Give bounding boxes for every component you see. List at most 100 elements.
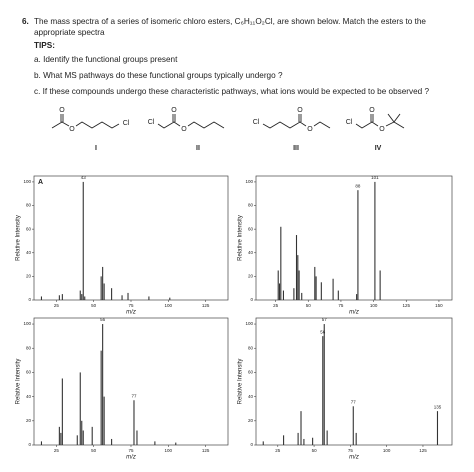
atom: O [181, 126, 187, 133]
plot-frame [255, 175, 453, 301]
x-tick-label: 125 [403, 303, 411, 308]
y-tick-label: 80 [248, 345, 254, 350]
y-tick-label: 80 [26, 203, 32, 208]
bond [355, 121, 379, 129]
x-tick-label: 25 [273, 303, 279, 308]
y-tick-label: 0 [28, 442, 31, 447]
structure-label: III [293, 145, 299, 152]
peak-label: 77 [131, 393, 137, 398]
y-tick-label: 40 [248, 394, 254, 399]
y-tick-label: 100 [245, 321, 253, 326]
x-axis-label: m/z [126, 455, 136, 461]
bond [387, 113, 395, 123]
y-tick-label: 100 [23, 321, 31, 326]
peak-label: 101 [371, 175, 379, 180]
peak-label: 88 [355, 183, 361, 188]
structure-label: II [196, 145, 200, 152]
x-axis-label: m/z [126, 310, 136, 316]
x-axis-label: m/z [349, 455, 359, 461]
tip: c. If these compounds undergo these char… [34, 87, 430, 96]
y-tick-label: 60 [26, 370, 32, 375]
x-tick-label: 50 [312, 448, 318, 453]
x-tick-label: 100 [370, 303, 378, 308]
x-tick-label: 100 [165, 303, 173, 308]
bond [385, 121, 405, 129]
plot-frame [33, 175, 229, 301]
atom: O [59, 107, 65, 114]
x-tick-label: 50 [91, 303, 97, 308]
x-tick-label: 75 [348, 448, 354, 453]
bond [393, 113, 401, 123]
x-tick-label: 125 [419, 448, 427, 453]
atom: O [171, 107, 177, 114]
atom: O [69, 126, 75, 133]
x-tick-label: 125 [202, 448, 210, 453]
peak-label: 56 [320, 329, 326, 334]
x-tick-label: 100 [383, 448, 391, 453]
peak-label: 77 [351, 399, 357, 404]
y-tick-label: 0 [28, 297, 31, 302]
peak-label: 43 [81, 175, 87, 180]
tips-title: TIPS: [34, 41, 55, 50]
y-tick-label: 100 [23, 179, 31, 184]
x-tick-label: 75 [128, 303, 134, 308]
y-tick-label: 0 [250, 297, 253, 302]
y-tick-label: 60 [26, 226, 32, 231]
bond [51, 121, 70, 129]
y-axis-label: Relative Intensity [16, 215, 22, 261]
tip: b. What MS pathways do these functional … [34, 71, 283, 80]
atom: O [379, 126, 385, 133]
y-tick-label: 100 [245, 179, 253, 184]
atom: Cl [253, 119, 260, 126]
atom: O [369, 107, 375, 114]
tip: a. Identify the functional groups presen… [34, 55, 178, 64]
atom: O [297, 107, 303, 114]
x-tick-label: 125 [202, 303, 210, 308]
peak-label: 56 [100, 317, 106, 322]
bond [262, 121, 307, 129]
atom: O [307, 126, 313, 133]
question-number: 6. [22, 17, 29, 26]
x-tick-label: 150 [435, 303, 443, 308]
x-tick-label: 50 [91, 448, 97, 453]
x-tick-label: 25 [54, 303, 60, 308]
y-tick-label: 20 [26, 418, 32, 423]
bond [157, 121, 181, 129]
y-tick-label: 60 [248, 226, 254, 231]
y-tick-label: 40 [26, 394, 32, 399]
x-tick-label: 100 [165, 448, 173, 453]
question-text: The mass spectra of a series of isomeric… [34, 17, 426, 37]
peak-label: 135 [434, 404, 442, 409]
structure-label: IV [375, 145, 382, 152]
bond [187, 121, 225, 129]
atom: Cl [123, 120, 130, 127]
y-axis-label: Relative Intensity [238, 215, 244, 261]
plot-frame [33, 317, 229, 446]
x-tick-label: 50 [306, 303, 312, 308]
atom: Cl [148, 119, 155, 126]
y-axis-label: Relative Intensity [238, 359, 244, 405]
bond [313, 121, 331, 129]
bond [75, 121, 120, 129]
y-tick-label: 80 [26, 345, 32, 350]
structure-label: I [95, 145, 97, 152]
x-tick-label: 75 [338, 303, 344, 308]
panel-label: A [38, 179, 43, 186]
peak-label: 57 [322, 317, 328, 322]
y-tick-label: 40 [248, 250, 254, 255]
y-tick-label: 20 [26, 274, 32, 279]
y-tick-label: 20 [248, 418, 254, 423]
y-tick-label: 80 [248, 203, 254, 208]
y-tick-label: 40 [26, 250, 32, 255]
x-tick-label: 25 [275, 448, 281, 453]
atom: Cl [346, 119, 353, 126]
plot-frame [255, 317, 453, 446]
y-tick-label: 60 [248, 370, 254, 375]
y-tick-label: 0 [250, 442, 253, 447]
y-axis-label: Relative Intensity [16, 359, 22, 405]
x-tick-label: 25 [54, 448, 60, 453]
x-axis-label: m/z [349, 310, 359, 316]
y-tick-label: 20 [248, 274, 254, 279]
